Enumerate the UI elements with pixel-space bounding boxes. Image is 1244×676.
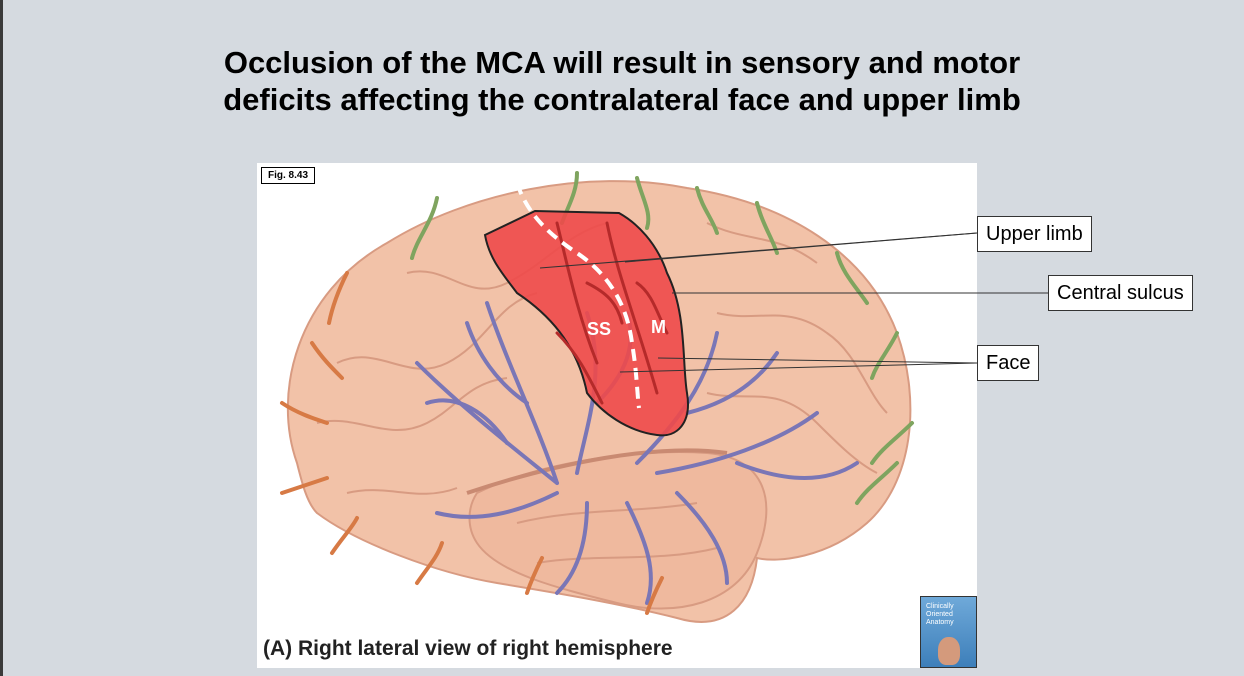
- figure-number-label: Fig. 8.43: [261, 167, 316, 184]
- central-sulcus-callout: Central sulcus: [1048, 275, 1193, 311]
- slide-title-line-1: Occlusion of the MCA will result in sens…: [223, 45, 1021, 80]
- brain-figure: SS M Fig. 8.43 (A) Right lateral view of…: [257, 163, 977, 668]
- pca-vessels: [280, 271, 664, 615]
- book-face-image: [938, 637, 960, 665]
- sensory-region-label: SS: [587, 319, 611, 339]
- motor-region-label: M: [651, 317, 666, 337]
- face-callout: Face: [977, 345, 1040, 381]
- figure-caption: (A) Right lateral view of right hemisphe…: [263, 637, 673, 660]
- brain-illustration: SS M: [280, 171, 914, 623]
- lateral-sulcus: [466, 448, 728, 495]
- upper-limb-callout: Upper limb: [977, 216, 1092, 252]
- central-sulcus-line: [515, 182, 641, 409]
- slide-title: Occlusion of the MCA will result in sens…: [0, 44, 1244, 118]
- book-title: Clinically Oriented Anatomy: [926, 603, 954, 626]
- slide-left-border: [0, 0, 3, 676]
- textbook-cover-thumbnail: Clinically Oriented Anatomy: [920, 596, 977, 668]
- slide-title-line-2: deficits affecting the contralateral fac…: [223, 82, 1021, 117]
